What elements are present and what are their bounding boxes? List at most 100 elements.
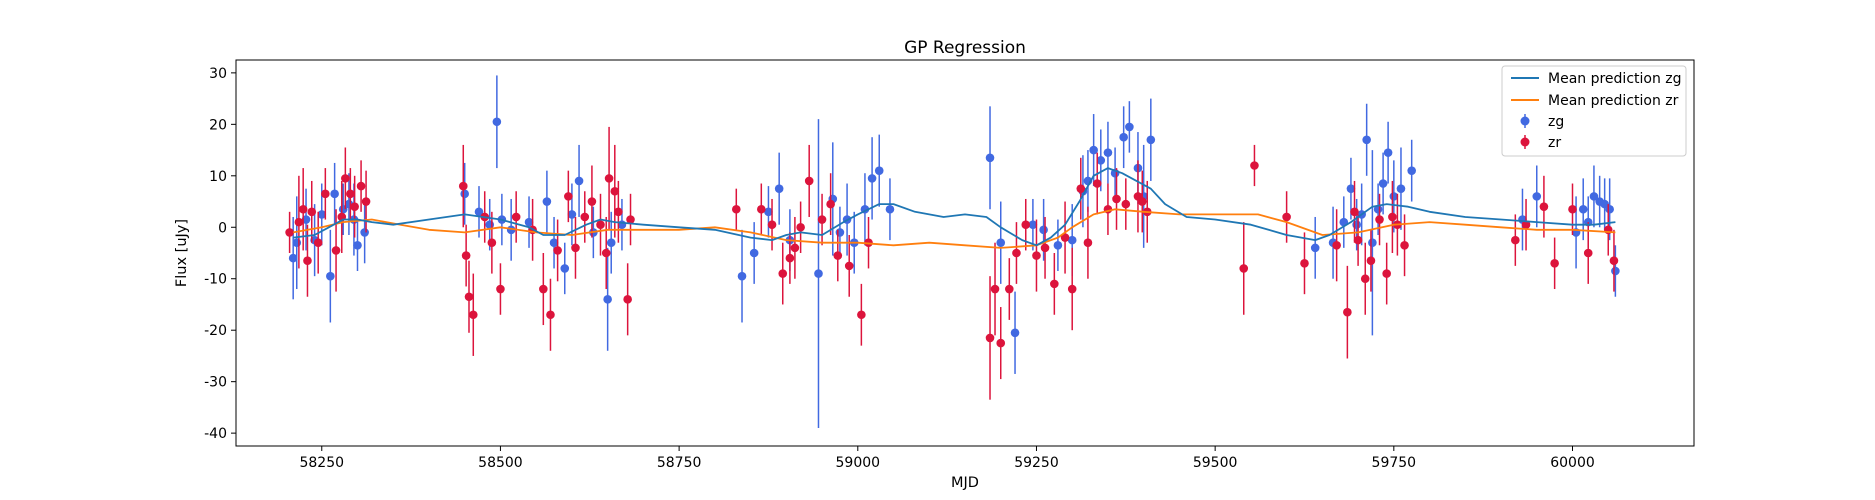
zg-point (353, 241, 362, 250)
zr-point (314, 238, 323, 247)
zr-point (1332, 241, 1341, 250)
zr-point (1239, 264, 1248, 273)
zg-point (1125, 123, 1134, 132)
zr-point (996, 339, 1005, 348)
zg-point (360, 228, 369, 237)
zr-point (826, 200, 835, 209)
zg-point (607, 238, 616, 247)
zr-point (346, 190, 355, 199)
zg-point (326, 272, 335, 281)
zr-point (786, 254, 795, 263)
zr-point (1112, 195, 1121, 204)
zr-point (986, 334, 995, 343)
zg-point (1362, 135, 1371, 144)
x-tick-label: 59500 (1193, 455, 1238, 471)
zr-point (564, 192, 573, 201)
zr-point (1584, 249, 1593, 258)
x-tick-label: 59750 (1372, 455, 1417, 471)
zr-point (1400, 241, 1409, 250)
zr-point (596, 220, 605, 229)
zr-point (805, 177, 814, 186)
zr-point (1076, 184, 1085, 193)
zr-point (614, 208, 623, 217)
zg-point (1119, 133, 1128, 142)
zr-point (1343, 308, 1352, 317)
zg-point (1352, 220, 1361, 229)
x-tick-label: 60000 (1550, 455, 1595, 471)
zr-point (1250, 161, 1259, 170)
zr-point (539, 285, 548, 294)
zr-point (602, 249, 611, 258)
zg-point (1384, 148, 1393, 157)
zr-point (818, 215, 827, 224)
zr-point (321, 190, 330, 199)
zr-point (1005, 285, 1014, 294)
zr-point (1050, 280, 1059, 289)
x-axis-label: MJD (951, 475, 979, 491)
chart-title: GP Regression (904, 38, 1026, 58)
y-tick-label: 20 (209, 117, 227, 133)
zg-point (1532, 192, 1541, 201)
zg-point (493, 117, 502, 126)
zg-point (886, 205, 895, 214)
zr-point (1084, 238, 1093, 247)
zg-point (1379, 179, 1388, 188)
zg-point (996, 238, 1005, 247)
zr-point (845, 262, 854, 271)
y-tick-label: -30 (204, 375, 227, 391)
zg-point (1397, 184, 1406, 193)
zg-point (560, 264, 569, 273)
zr-point (1382, 269, 1391, 278)
y-axis-label: Flux [uJy] (174, 219, 190, 287)
zr-point (605, 174, 614, 183)
zr-point (768, 220, 777, 229)
zr-point (512, 213, 521, 222)
x-tick-label: 59000 (836, 455, 881, 471)
y-tick-label: -20 (204, 323, 227, 339)
zg-point (1579, 205, 1588, 214)
zr-point (1093, 179, 1102, 188)
zr-point (307, 208, 316, 217)
zr-point (553, 246, 562, 255)
zg-point (868, 174, 877, 183)
zr-point (857, 310, 866, 319)
zg-point (1311, 244, 1320, 253)
zr-point (991, 285, 1000, 294)
legend: Mean prediction zg Mean prediction zr zg… (1502, 66, 1686, 156)
zg-point (1147, 135, 1156, 144)
zg-point (738, 272, 747, 281)
zg-point (1407, 166, 1416, 175)
y-tick-label: -10 (204, 272, 227, 288)
zr-point (1568, 205, 1577, 214)
zg-point (543, 197, 552, 206)
zr-point (796, 223, 805, 232)
zg-point (875, 166, 884, 175)
zr-point (1032, 251, 1041, 260)
zr-point (778, 269, 787, 278)
zr-point (1550, 259, 1559, 268)
zg-point (750, 249, 759, 258)
zr-point (732, 205, 741, 214)
zg-point (1039, 226, 1048, 235)
legend-label-zg-points: zg (1548, 114, 1564, 130)
zg-point (1368, 238, 1377, 247)
zr-point (546, 310, 555, 319)
zr-point (571, 244, 580, 253)
zg-point (836, 228, 845, 237)
zr-point (1138, 197, 1147, 206)
zr-point (757, 205, 766, 214)
y-tick-label: -40 (204, 426, 227, 442)
zr-point (1021, 220, 1030, 229)
y-tick-label: 30 (209, 66, 227, 82)
legend-label-zr-points: zr (1548, 135, 1561, 151)
zg-point (1011, 328, 1020, 337)
zr-point (459, 182, 468, 191)
legend-label-zg-line: Mean prediction zg (1548, 71, 1682, 87)
zr-point (1012, 249, 1021, 258)
y-tick-label: 0 (218, 220, 227, 236)
x-tick-label: 58500 (478, 455, 523, 471)
zr-point (462, 251, 471, 260)
zr-point (1367, 256, 1376, 265)
zg-point (292, 238, 301, 247)
